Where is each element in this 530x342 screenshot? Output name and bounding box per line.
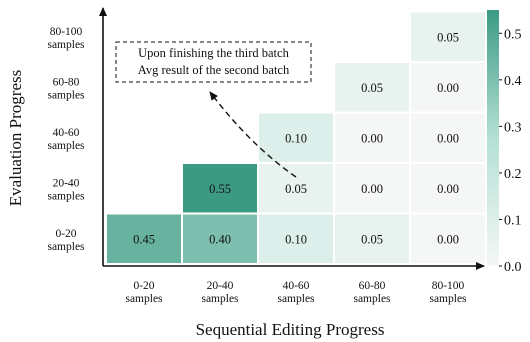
heatmap-cell-value: 0.00	[361, 182, 383, 196]
colorbar-tick-label: 0.2	[504, 167, 522, 182]
heatmap-cell-value: 0.40	[209, 232, 231, 246]
heatmap-cell	[411, 113, 485, 162]
y-tick-label: samples	[47, 190, 85, 202]
heatmap-cell	[259, 113, 333, 162]
heatmap-cell	[335, 113, 409, 162]
y-tick-label: 40-60	[53, 127, 80, 139]
x-tick-label: 80-100	[432, 280, 465, 292]
y-tick-label: 80-100	[50, 26, 83, 38]
heatmap-cell	[411, 164, 485, 213]
heatmap-cell-labels: 0.45 0.40 0.10 0.05 0.00 0.55 0.05 0.00 0.00 0.10…	[133, 30, 459, 246]
x-tick-label: samples	[429, 293, 467, 305]
y-tick-label: samples	[47, 140, 85, 152]
x-tick-label: samples	[125, 293, 163, 305]
heatmap-cell-value: 0.00	[361, 131, 383, 145]
x-tick-label: samples	[277, 293, 315, 305]
heatmap-cells	[107, 12, 485, 263]
colorbar-tick-label: 0.4	[504, 74, 522, 89]
y-axis-title: Evaluation Progress	[6, 70, 25, 206]
y-tick-label: 20-40	[53, 177, 80, 189]
x-axis-title: Sequential Editing Progress	[196, 320, 385, 339]
heatmap-cell-value: 0.55	[209, 182, 231, 196]
heatmap-cell-value: 0.05	[361, 232, 383, 246]
x-tick-label: samples	[353, 293, 391, 305]
heatmap-cell	[411, 63, 485, 112]
x-tick-label: samples	[201, 293, 239, 305]
x-tick-label: 40-60	[283, 280, 310, 292]
y-tick-label: 0-20	[55, 228, 76, 240]
x-tick-labels: 0-20samples20-40samples40-60samples60-80…	[125, 280, 467, 305]
heatmap-cell-value: 0.05	[285, 182, 307, 196]
colorbar-tick-labels: 0.0 0.1 0.2 0.3 0.4 0.5	[499, 27, 522, 275]
y-tick-labels: 0-20samples20-40samples40-60samples60-80…	[47, 26, 85, 253]
colorbar-tick-label: 0.5	[504, 27, 522, 42]
heatmap-cell-value: 0.10	[285, 232, 307, 246]
colorbar	[487, 10, 499, 266]
heatmap-cell-value: 0.45	[133, 232, 155, 246]
heatmap-cell-value: 0.00	[437, 182, 459, 196]
heatmap-cell-value: 0.05	[437, 30, 459, 44]
heatmap-cell-value: 0.10	[285, 131, 307, 145]
heatmap-cell	[107, 214, 181, 263]
heatmap-cell-value: 0.00	[437, 81, 459, 95]
heatmap-cell	[411, 214, 485, 263]
annotation-box	[115, 41, 312, 83]
heatmap-cell-value: 0.00	[437, 232, 459, 246]
x-tick-label: 0-20	[133, 280, 154, 292]
heatmap-cell	[411, 12, 485, 61]
heatmap-cell-value: 0.00	[437, 131, 459, 145]
annotation-callout: Upon finishing the third batch Avg resul…	[115, 41, 312, 178]
heatmap-cell-value: 0.05	[361, 81, 383, 95]
colorbar-tick-label: 0.0	[504, 260, 522, 275]
heatmap-cell	[259, 214, 333, 263]
annotation-line-2: Avg result of the second batch	[138, 63, 290, 77]
x-tick-label: 20-40	[207, 280, 234, 292]
heatmap-cell	[183, 214, 257, 263]
heatmap-cell	[335, 164, 409, 213]
colorbar-tick-label: 0.1	[504, 213, 522, 228]
colorbar-tick-label: 0.3	[504, 120, 522, 135]
x-tick-label: 60-80	[359, 280, 386, 292]
heatmap-cell	[335, 63, 409, 112]
y-tick-label: 60-80	[53, 76, 80, 88]
annotation-line-1: Upon finishing the third batch	[138, 46, 289, 60]
y-tick-label: samples	[47, 89, 85, 101]
y-tick-label: samples	[47, 39, 85, 51]
heatmap-cell	[183, 164, 257, 213]
annotation-arrow	[209, 91, 297, 178]
y-tick-label: samples	[47, 241, 85, 253]
heatmap-cell	[259, 164, 333, 213]
heatmap-cell	[335, 214, 409, 263]
